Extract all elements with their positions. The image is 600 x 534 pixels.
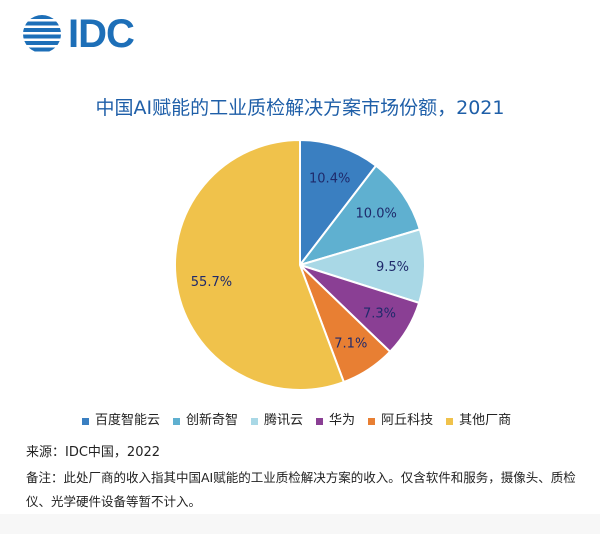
chart-title: 中国AI赋能的工业质检解决方案市场份额，2021 — [95, 97, 505, 119]
data-label-1: 10.4% — [309, 171, 350, 186]
data-label-6: 55.7% — [191, 275, 232, 290]
slice-6 — [174, 138, 346, 391]
slice-3 — [296, 228, 426, 305]
legend-item-5: 阿丘科技 — [368, 412, 433, 430]
legend-label-5: 阿丘科技 — [381, 413, 434, 428]
legend-item-1: 百度智能云 — [82, 412, 160, 430]
pie-chart: 10.4% 10.0% 9.5% 7.3% 7.1% 55.7% — [174, 138, 426, 391]
data-label-4: 7.3% — [363, 306, 396, 321]
globe-icon — [23, 15, 61, 52]
legend-item-3: 腾讯云 — [251, 412, 303, 430]
legend-label-1: 百度智能云 — [95, 413, 161, 428]
legend-item-6: 其他厂商 — [446, 412, 511, 430]
legend-swatch-3 — [251, 417, 259, 425]
footnote: 备注：此处厂商的收入指其中国AI赋能的工业质检解决方案的收入。仅含软件和服务，摄… — [26, 470, 576, 509]
legend: 百度智能云 创新奇智 腾讯云 华为 阿丘科技 其他厂商 — [82, 412, 524, 430]
legend-swatch-5 — [368, 417, 376, 425]
source-note: 来源：IDC中国，2022 — [26, 445, 161, 460]
data-label-3: 9.5% — [376, 260, 409, 275]
slice-2 — [297, 164, 422, 267]
legend-label-2: 创新奇智 — [186, 413, 239, 428]
logo-text: IDC — [68, 12, 135, 56]
legend-item-4: 华为 — [316, 412, 355, 430]
slice-1 — [299, 138, 378, 268]
legend-label-3: 腾讯云 — [264, 413, 304, 428]
data-label-5: 7.1% — [334, 336, 367, 351]
legend-label-4: 华为 — [329, 413, 356, 428]
footer-band — [0, 514, 600, 534]
idc-logo: IDC — [22, 12, 135, 56]
legend-label-6: 其他厂商 — [459, 413, 512, 428]
legend-swatch-1 — [82, 417, 89, 425]
legend-swatch-4 — [316, 417, 324, 425]
legend-item-2: 创新奇智 — [173, 412, 238, 430]
data-label-2: 10.0% — [356, 207, 397, 222]
legend-swatch-6 — [446, 417, 454, 425]
legend-swatch-2 — [173, 417, 181, 425]
